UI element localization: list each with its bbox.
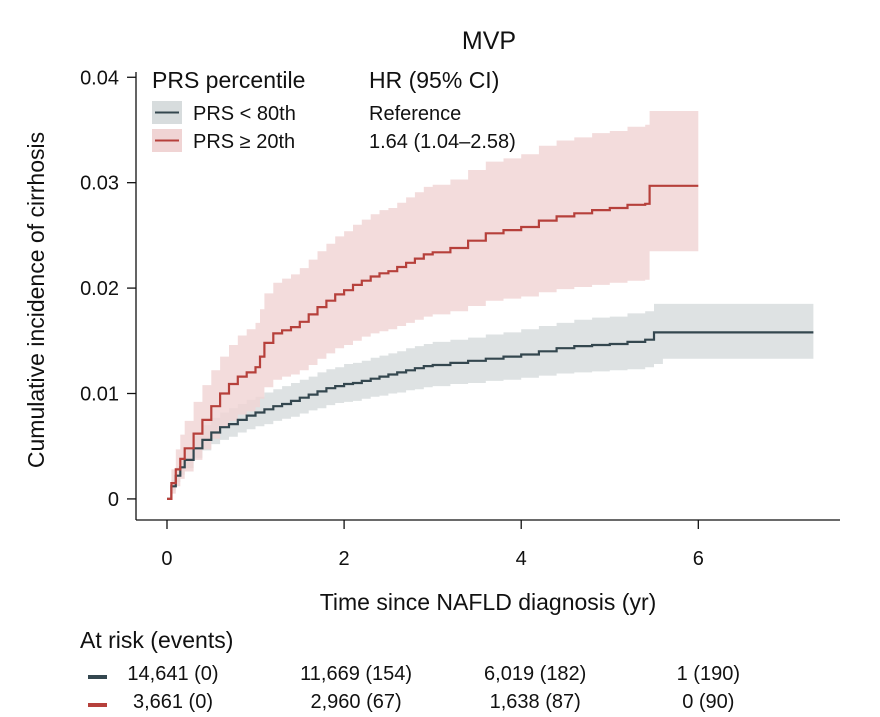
hr-header: HR (95% CI) <box>369 67 499 93</box>
ci-band-0 <box>167 303 814 499</box>
x-tick-label: 6 <box>693 548 704 570</box>
x-tick-label: 0 <box>161 548 172 570</box>
x-tick-label: 4 <box>516 548 527 570</box>
incidence-curves <box>167 184 814 500</box>
x-axis-label: Time since NAFLD diagnosis (yr) <box>320 589 657 615</box>
y-tick-label: 0.02 <box>80 278 119 300</box>
y-tick-label: 0.01 <box>80 384 119 406</box>
x-ticks: 0 2 4 6 <box>161 520 704 570</box>
hr-value-prs-ge-20: 1.64 (1.04–2.58) <box>369 131 516 153</box>
y-tick-label: 0.04 <box>80 67 119 89</box>
hr-value-prs-lt-80: Reference <box>369 103 461 125</box>
y-axis-label: Cumulative incidence of cirrhosis <box>23 132 49 468</box>
legend-label-prs-lt-80: PRS < 80th <box>193 103 296 125</box>
y-tick-label: 0 <box>108 489 119 511</box>
x-tick-label: 2 <box>339 548 350 570</box>
legend-title: PRS percentile <box>152 67 305 93</box>
y-ticks: 0 0.01 0.02 0.03 0.04 <box>80 67 136 511</box>
incidence-line-0 <box>167 331 814 500</box>
ci-band-1 <box>167 111 699 499</box>
chart-title: MVP <box>462 27 516 55</box>
incidence-line-1 <box>167 184 699 500</box>
legend-label-prs-ge-20: PRS ≥ 20th <box>193 131 295 153</box>
ci-bands <box>167 111 814 499</box>
legend: PRS percentile HR (95% CI) PRS < 80th Re… <box>152 67 516 153</box>
y-tick-label: 0.03 <box>80 173 119 195</box>
